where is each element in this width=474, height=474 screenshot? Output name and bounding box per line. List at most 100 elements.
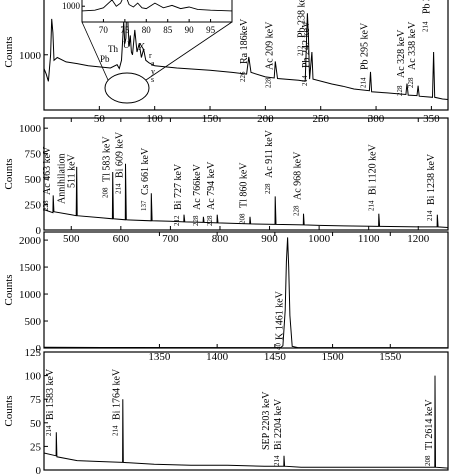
- peak-superscript: 214: [422, 21, 430, 32]
- peak-superscript: 212: [173, 215, 181, 226]
- inset-x-tick-label: 80: [142, 25, 152, 35]
- peak-label: Annihilation: [57, 153, 68, 204]
- x-tick-label: 1450: [264, 351, 287, 363]
- peak-label: Ac 911 keV: [264, 129, 275, 178]
- inset-x-tick-label: 90: [185, 25, 195, 35]
- x-tick-label: 1100: [358, 233, 380, 245]
- x-tick-label: 500: [63, 233, 80, 245]
- x-tick-label: 1350: [148, 351, 171, 363]
- y-tick-label: 100: [25, 371, 42, 383]
- peak-label: Pb 351 keV: [422, 0, 433, 14]
- peak-label: Ac 968 keV: [292, 151, 303, 200]
- peak-label: Pb 238 keV: [296, 0, 307, 38]
- peak-superscript: 208: [101, 187, 109, 198]
- x-tick-label: 1200: [407, 233, 430, 245]
- x-tick-label: 1400: [206, 351, 229, 363]
- peak-label: X: [138, 42, 146, 53]
- plot-frame: [43, 0, 449, 111]
- x-tick-label: 350: [423, 113, 440, 125]
- plot-frame: [43, 231, 449, 349]
- peak-superscript: 137: [140, 200, 148, 211]
- peak-superscript: 228: [206, 215, 214, 226]
- y-tick-label: 1000: [19, 50, 42, 62]
- inset-x-tick-label: 70: [99, 25, 109, 35]
- x-tick-label: 100: [146, 113, 163, 125]
- y-tick-label: 25: [30, 441, 42, 453]
- x-tick-label: 50: [94, 113, 106, 125]
- inset-plot: 70 75 80 85 90 95 1000: [62, 0, 233, 35]
- y-tick-label: 500: [25, 316, 42, 328]
- peak-superscript: 214: [360, 77, 368, 88]
- y-tick-label: 1500: [19, 262, 42, 274]
- peak-label: Bi 1120 keV: [368, 143, 379, 195]
- x-tick-label: 200: [257, 113, 274, 125]
- y-tick-label: 0: [36, 465, 42, 474]
- peak-label: Bi 1764 keV: [112, 368, 123, 420]
- peak-label: Th: [108, 44, 118, 54]
- peak-superscript: 214: [426, 210, 434, 221]
- y-tick-label: 750: [25, 149, 42, 161]
- peak-superscript: 212: [296, 45, 304, 56]
- spectrum-trace: [43, 0, 449, 100]
- y-tick-label: 75: [30, 394, 42, 406]
- spectrum-trace: [43, 375, 449, 469]
- peak-label: Tl 860 keV: [239, 162, 250, 208]
- y-tick-label: 125: [25, 347, 42, 359]
- x-tick-label: 1550: [379, 351, 402, 363]
- peak-label: Tl 2614 keV: [424, 399, 435, 450]
- x-tick-label: 800: [212, 233, 229, 245]
- peak-label: Ac 463 keV: [42, 146, 53, 195]
- peak-superscript: 228: [42, 200, 50, 211]
- y-axis-label: Counts: [3, 274, 15, 305]
- peak-label: Bi 609 keV: [114, 131, 125, 178]
- y-tick-label: 1000: [19, 123, 42, 135]
- x-tick-label: 600: [113, 233, 130, 245]
- x-tick-label: 900: [261, 233, 278, 245]
- peak-superscript: 228: [192, 215, 200, 226]
- panel-b: 500 600 700 800 900 1000 1100 1200 0 250 500 750 100…: [3, 117, 449, 245]
- peak-label: y: [151, 67, 155, 76]
- x-tick-label: 1500: [322, 351, 345, 363]
- y-tick-label: 2000: [19, 235, 42, 247]
- peak-superscript: 214: [368, 200, 376, 211]
- y-tick-label: 250: [25, 200, 42, 212]
- x-tick-label: 150: [202, 113, 219, 125]
- peak-superscript: 208: [424, 455, 432, 466]
- y-tick-label: 0: [36, 343, 42, 355]
- peak-superscript: 214: [301, 75, 309, 86]
- peak-label: Pb: [100, 54, 110, 64]
- y-axis-label: Counts: [3, 36, 15, 67]
- x-tick-label: 300: [368, 113, 385, 125]
- inset-y-tick-label: 1000: [62, 1, 81, 11]
- peak-superscript: 228: [264, 77, 272, 88]
- y-axis-label: Counts: [3, 158, 15, 189]
- y-tick-label: 1000: [19, 289, 42, 301]
- panel-d: 0 25 50 75 100 125 Counts Bi 1583 keV 214 Bi 1764…: [3, 347, 449, 474]
- inset-frame: [81, 0, 233, 23]
- peak-superscript: 214: [112, 425, 120, 436]
- inset-x-tick-label: 75: [120, 25, 130, 35]
- x-tick-label: 250: [312, 113, 329, 125]
- peak-superscript: 228: [292, 205, 300, 216]
- panel-a: 50 100 150 200 250 300 350 1000 Counts Ra 186keV 2…: [3, 0, 449, 125]
- peak-label: r: [149, 51, 152, 60]
- peak-label: Ac 328 keV: [396, 29, 407, 78]
- inset-x-tick-label: 85: [163, 25, 173, 35]
- zoom-connector: [145, 21, 233, 81]
- peak-superscript: 228: [407, 77, 415, 88]
- peak-label: Ac 766keV: [192, 163, 203, 210]
- plot-frame: [43, 117, 449, 231]
- x-tick-label: 700: [162, 233, 179, 245]
- y-tick-label: 50: [30, 418, 42, 430]
- peak-label: Bi 727 keV: [173, 163, 184, 210]
- peak-label: a: [151, 59, 155, 68]
- peak-label: Cs 661 keV: [140, 147, 151, 195]
- peak-label: Ac 338 keV: [407, 21, 418, 70]
- inset-x-tick-label: 95: [206, 25, 216, 35]
- peak-label: U: [123, 40, 130, 50]
- peak-label: K 1461 keV: [275, 290, 286, 340]
- peak-superscript: 214: [114, 183, 122, 194]
- y-tick-label: 0: [36, 225, 42, 237]
- peak-label: SEP 2203 keV: [261, 391, 272, 450]
